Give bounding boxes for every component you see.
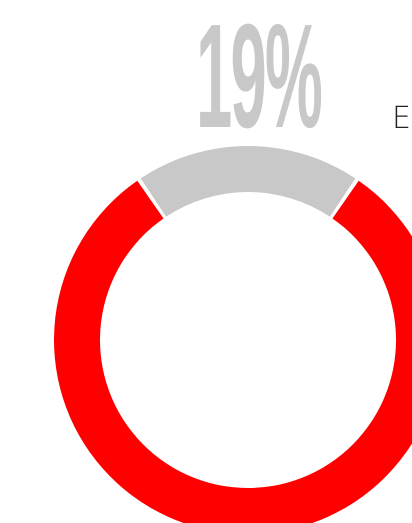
category-label-partial: E (392, 101, 411, 136)
donut-slice-remainder (54, 180, 412, 523)
donut-slice-highlight (140, 146, 356, 217)
